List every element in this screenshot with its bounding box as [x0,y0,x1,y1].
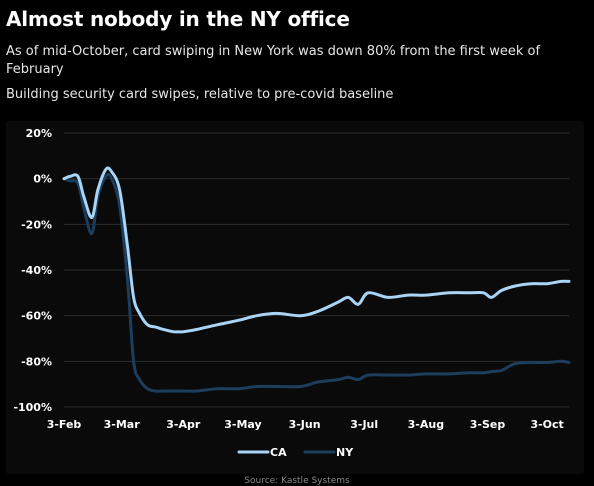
legend-label-ny: NY [336,446,354,459]
chart-title: Almost nobody in the NY office [6,7,350,31]
x-tick-label: 3-Mar [104,418,141,431]
y-axis-ticks: 20% 0% -20% -40% -60% -80% -100% [13,127,52,414]
x-tick-label: 3-Jul [350,418,378,431]
y-tick-label: -20% [21,218,52,231]
x-axis-ticks: 3-Feb 3-Mar 3-Apr 3-May 3-Jun 3-Jul 3-Aug 3-Sep… [47,418,564,431]
y-tick-label: -100% [13,401,52,414]
y-tick-label: -40% [21,264,52,277]
x-tick-label: 3-Jun [289,418,321,431]
x-tick-label: 3-Apr [166,418,201,431]
x-tick-label: 3-Oct [530,418,563,431]
x-tick-label: 3-Aug [408,418,444,431]
chart-panel: 20% 0% -20% -40% -60% -80% -100% 3-Feb 3-Mar 3-A… [6,121,584,474]
legend: CA NY [237,446,354,459]
chart-description: Building security card swipes, relative … [6,87,394,102]
source-note: Source: Kastle Systems [244,476,350,486]
line-chart: 20% 0% -20% -40% -60% -80% -100% 3-Feb 3-Mar 3-A… [13,127,571,459]
series-line-ca [62,166,571,334]
y-tick-label: -60% [21,310,52,323]
series-layer [62,166,571,393]
x-tick-label: 3-Feb [47,418,82,431]
x-tick-label: 3-May [224,418,261,431]
legend-label-ca: CA [270,446,287,459]
y-tick-label: -80% [21,355,52,368]
y-tick-label: 20% [26,127,52,140]
grid-layer [64,132,569,408]
series-line-ny [62,172,571,393]
x-tick-label: 3-Sep [470,418,506,431]
chart-subtitle: As of mid-October, card swiping in New Y… [6,44,541,77]
y-tick-label: 0% [33,173,52,186]
